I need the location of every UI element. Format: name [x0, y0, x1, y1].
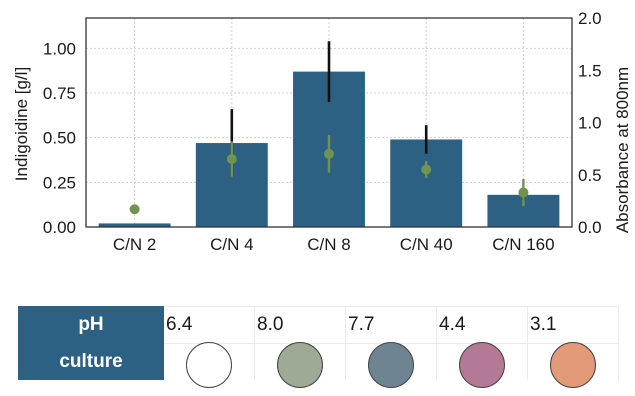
ph-value: 8.0: [255, 306, 346, 343]
bar: [98, 223, 171, 227]
y-tick-label: 0.50: [43, 129, 76, 148]
culture-swatch: [459, 342, 505, 388]
point: [129, 204, 140, 215]
culture-row-header: culture: [18, 343, 164, 380]
culture-cell: [437, 342, 528, 388]
culture-cell: [346, 342, 437, 388]
y2-tick-label: 1.0: [578, 114, 602, 133]
ph-row: pH 6.4 8.0 7.7 4.4 3.1: [18, 306, 619, 343]
point-series: [129, 135, 529, 215]
y-tick-label: 0.00: [43, 218, 76, 237]
culture-swatch: [550, 342, 596, 388]
y2-tick-label: 2.0: [578, 9, 602, 28]
x-tick-label: C/N 2: [113, 235, 156, 254]
culture-swatch: [186, 342, 232, 388]
point: [421, 164, 432, 175]
x-tick-label: C/N 40: [400, 235, 453, 254]
y2-tick-label: 1.5: [578, 61, 602, 80]
culture-swatch: [277, 342, 323, 388]
point: [324, 148, 334, 159]
y-tick-label: 1.00: [43, 39, 76, 58]
left-axis-ticks: 0.00 0.25 0.50 0.75 1.00: [43, 39, 76, 237]
y2-axis-title: Absorbance at 800nm: [613, 67, 632, 233]
ph-value: 4.4: [437, 306, 528, 343]
bar: [390, 139, 463, 227]
y-tick-label: 0.25: [43, 173, 76, 192]
plot-frame: [85, 17, 573, 228]
x-tick-label: C/N 160: [492, 235, 554, 254]
ph-value: 6.4: [164, 306, 255, 343]
culture-table: pH 6.4 8.0 7.7 4.4 3.1 culture: [0, 306, 635, 396]
x-axis-ticks: C/N 2 C/N 4 C/N 8 C/N 40 C/N 160: [113, 235, 555, 254]
ph-value: 3.1: [528, 306, 619, 343]
culture-cell: [255, 342, 346, 388]
y-axis-title: Indigoidine [g/l]: [12, 67, 31, 181]
chart: 0.00 0.25 0.50 0.75 1.00 0.0 0.5 1.0 1.5 2.0 C/N…: [12, 9, 632, 254]
x-tick-label: C/N 4: [210, 235, 253, 254]
ph-row-header: pH: [18, 306, 164, 343]
point: [226, 154, 237, 165]
y2-tick-label: 0.0: [578, 218, 602, 237]
bar-error-bars: [230, 41, 525, 201]
culture-cell: [164, 342, 255, 388]
y2-tick-label: 0.5: [578, 166, 602, 185]
ph-value: 7.7: [346, 306, 437, 343]
y-tick-label: 0.75: [43, 84, 76, 103]
x-tick-label: C/N 8: [307, 235, 350, 254]
right-axis-ticks: 0.0 0.5 1.0 1.5 2.0: [578, 9, 602, 237]
point: [518, 187, 529, 198]
culture-cell: [528, 342, 619, 388]
culture-row: culture: [18, 342, 619, 388]
culture-swatch: [368, 342, 414, 388]
